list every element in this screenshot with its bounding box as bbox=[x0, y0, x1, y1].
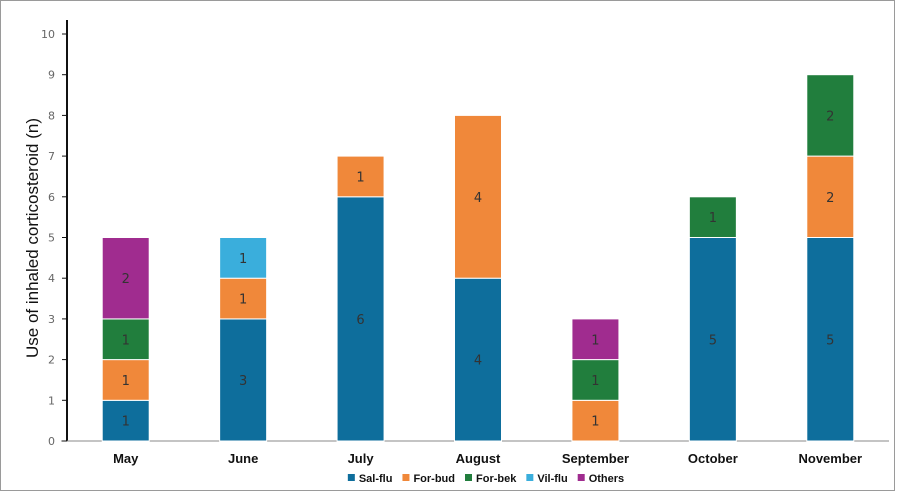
legend-label: Sal-flu bbox=[359, 473, 393, 485]
y-tick-label: 1 bbox=[48, 394, 55, 407]
bar-segment bbox=[688, 237, 737, 442]
bar-segment bbox=[101, 237, 150, 320]
y-tick-label: 4 bbox=[48, 272, 55, 285]
data-label: 1 bbox=[239, 293, 247, 308]
x-tick-label: May bbox=[113, 451, 139, 466]
legend-swatch bbox=[465, 474, 472, 481]
data-label: 6 bbox=[356, 313, 364, 328]
legend-label: Others bbox=[589, 473, 624, 485]
data-label: 1 bbox=[356, 170, 364, 185]
data-label: 1 bbox=[122, 374, 130, 389]
legend-item: For-bek bbox=[465, 473, 517, 485]
legend-item: For-bud bbox=[402, 473, 455, 485]
data-label: 5 bbox=[709, 333, 717, 348]
legend-label: For-bek bbox=[476, 473, 517, 485]
bar-segment bbox=[806, 74, 855, 157]
bar-segment bbox=[101, 359, 150, 401]
y-tick-label: 2 bbox=[48, 354, 55, 367]
data-label: 1 bbox=[591, 415, 599, 430]
legend-swatch bbox=[577, 474, 585, 481]
data-label: 1 bbox=[709, 211, 717, 226]
data-label: 2 bbox=[826, 109, 834, 124]
x-tick-label: November bbox=[798, 451, 862, 466]
legend: Sal-flu For-bud For-bek Vil-flu Others bbox=[347, 473, 624, 485]
bar-segment bbox=[336, 155, 385, 198]
bar-segment bbox=[571, 399, 620, 442]
bar-segment bbox=[454, 114, 502, 279]
legend-swatch bbox=[526, 474, 534, 481]
y-tick-label: 0 bbox=[48, 435, 55, 448]
y-axis-label: Use of inhaled corticosteroid (n) bbox=[23, 118, 42, 358]
bar-segment bbox=[571, 318, 620, 361]
bar-segment bbox=[219, 277, 268, 320]
x-tick-label: August bbox=[456, 451, 501, 466]
x-tick-labels: May June July August September October Novembe… bbox=[113, 451, 862, 466]
y-tick-label: 5 bbox=[48, 232, 55, 245]
data-label: 1 bbox=[239, 252, 247, 267]
x-tick-label: October bbox=[688, 451, 738, 466]
x-tick-label: July bbox=[348, 451, 375, 466]
data-label: 4 bbox=[474, 191, 482, 206]
data-label: 5 bbox=[826, 333, 834, 348]
bar-segment bbox=[101, 318, 150, 361]
data-label: 2 bbox=[122, 272, 130, 287]
data-label: 4 bbox=[474, 354, 482, 369]
y-tick-label: 8 bbox=[48, 109, 55, 122]
bar-segment bbox=[219, 318, 268, 442]
bar-segment bbox=[454, 277, 502, 442]
legend-swatch bbox=[347, 474, 355, 481]
legend-swatch bbox=[402, 474, 410, 481]
legend-item: Vil-flu bbox=[526, 473, 568, 485]
legend-item: Others bbox=[577, 473, 624, 485]
data-label: 1 bbox=[591, 374, 599, 389]
legend-label: Vil-flu bbox=[537, 473, 567, 485]
bar-segment bbox=[336, 196, 385, 442]
x-tick-label: September bbox=[562, 451, 629, 466]
y-tick-label: 6 bbox=[48, 191, 55, 204]
y-ticks: 0 1 2 3 4 5 6 7 8 9 10 bbox=[41, 28, 67, 448]
data-label: 3 bbox=[239, 374, 247, 389]
y-tick-label: 3 bbox=[48, 313, 55, 326]
bar-segment bbox=[219, 237, 268, 279]
legend-item: Sal-flu bbox=[347, 473, 393, 485]
data-label: 1 bbox=[122, 415, 130, 430]
y-tick-label: 7 bbox=[48, 150, 55, 163]
data-label: 2 bbox=[826, 191, 834, 206]
data-label: 1 bbox=[122, 333, 130, 348]
bar-segment bbox=[688, 196, 737, 239]
legend-label: For-bud bbox=[413, 473, 455, 485]
x-tick-label: June bbox=[228, 451, 258, 466]
y-tick-label: 10 bbox=[41, 28, 55, 41]
y-tick-label: 9 bbox=[48, 69, 55, 82]
data-label: 1 bbox=[591, 333, 599, 348]
